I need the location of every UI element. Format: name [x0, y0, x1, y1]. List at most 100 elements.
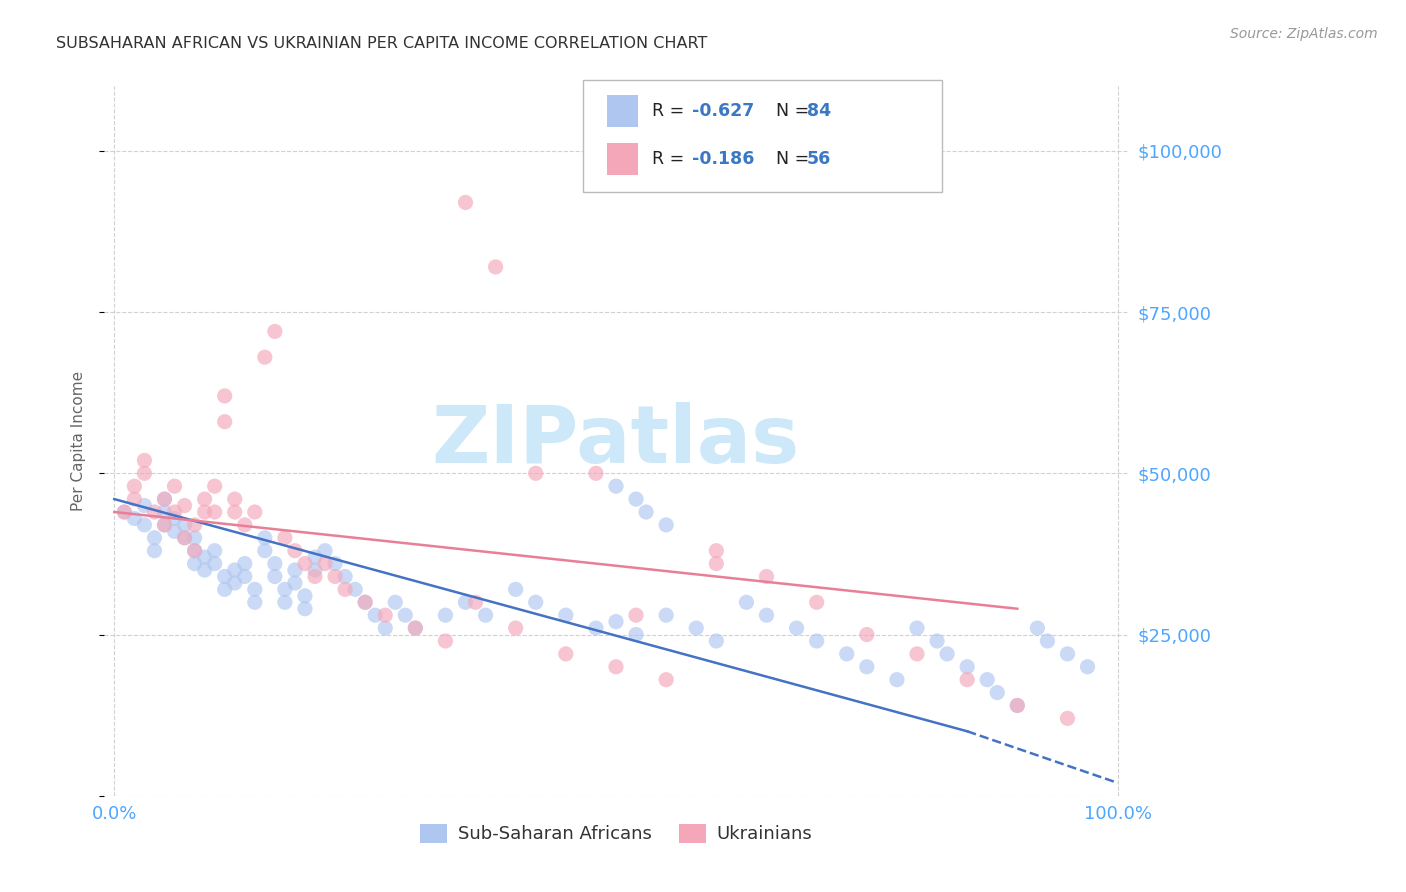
- Point: [224, 563, 246, 577]
- Point: [274, 595, 297, 609]
- Point: [986, 685, 1008, 699]
- Point: [253, 543, 276, 558]
- Legend: Sub-Saharan Africans, Ukrainians: Sub-Saharan Africans, Ukrainians: [412, 817, 820, 851]
- Y-axis label: Per Capita Income: Per Capita Income: [72, 371, 86, 511]
- Point: [253, 350, 276, 364]
- Point: [434, 634, 457, 648]
- Point: [183, 543, 205, 558]
- Point: [263, 325, 285, 339]
- Point: [124, 479, 146, 493]
- Point: [214, 389, 236, 403]
- Point: [886, 673, 908, 687]
- Point: [263, 557, 285, 571]
- Point: [243, 505, 266, 519]
- Point: [284, 563, 307, 577]
- Point: [374, 608, 396, 623]
- Point: [806, 595, 828, 609]
- Point: [1056, 647, 1078, 661]
- Text: 56: 56: [807, 150, 831, 168]
- Point: [153, 492, 176, 507]
- Point: [384, 595, 406, 609]
- Point: [163, 524, 186, 539]
- Point: [394, 608, 416, 623]
- Point: [183, 517, 205, 532]
- Point: [905, 647, 928, 661]
- Point: [314, 543, 336, 558]
- Point: [274, 582, 297, 597]
- Point: [163, 511, 186, 525]
- Point: [294, 589, 316, 603]
- Point: [835, 647, 858, 661]
- Point: [224, 492, 246, 507]
- Point: [153, 505, 176, 519]
- Point: [194, 563, 217, 577]
- Point: [1007, 698, 1029, 713]
- Point: [333, 569, 356, 583]
- Point: [214, 415, 236, 429]
- Point: [704, 634, 727, 648]
- Point: [204, 543, 226, 558]
- Point: [605, 615, 627, 629]
- Point: [183, 543, 205, 558]
- Point: [233, 557, 256, 571]
- Point: [183, 557, 205, 571]
- Point: [173, 531, 195, 545]
- Point: [1056, 711, 1078, 725]
- Point: [112, 505, 135, 519]
- Point: [284, 543, 307, 558]
- Point: [253, 531, 276, 545]
- Point: [173, 499, 195, 513]
- Point: [454, 595, 477, 609]
- Point: [655, 608, 678, 623]
- Point: [124, 492, 146, 507]
- Text: Source: ZipAtlas.com: Source: ZipAtlas.com: [1230, 27, 1378, 41]
- Point: [585, 621, 607, 635]
- Point: [624, 608, 647, 623]
- Text: -0.186: -0.186: [692, 150, 754, 168]
- Point: [214, 582, 236, 597]
- Point: [505, 621, 527, 635]
- Point: [636, 505, 658, 519]
- Point: [554, 647, 576, 661]
- Point: [354, 595, 377, 609]
- Point: [134, 467, 156, 481]
- Text: ZIPatlas: ZIPatlas: [432, 402, 800, 480]
- Text: -0.627: -0.627: [692, 102, 754, 120]
- Point: [624, 627, 647, 641]
- Point: [936, 647, 959, 661]
- Text: 84: 84: [807, 102, 831, 120]
- Point: [1077, 660, 1099, 674]
- Point: [323, 557, 346, 571]
- Point: [806, 634, 828, 648]
- Point: [214, 569, 236, 583]
- Point: [204, 479, 226, 493]
- Point: [134, 453, 156, 467]
- Point: [153, 517, 176, 532]
- Point: [505, 582, 527, 597]
- Point: [655, 517, 678, 532]
- Point: [704, 543, 727, 558]
- Point: [585, 467, 607, 481]
- Point: [755, 569, 778, 583]
- Point: [173, 531, 195, 545]
- Point: [454, 195, 477, 210]
- Point: [1026, 621, 1049, 635]
- Point: [304, 550, 326, 565]
- Point: [294, 557, 316, 571]
- Point: [1036, 634, 1059, 648]
- Point: [143, 505, 166, 519]
- Point: [956, 660, 979, 674]
- Point: [554, 608, 576, 623]
- Point: [224, 505, 246, 519]
- Point: [304, 563, 326, 577]
- Point: [163, 505, 186, 519]
- Point: [704, 557, 727, 571]
- Point: [786, 621, 808, 635]
- Point: [233, 517, 256, 532]
- Point: [1007, 698, 1029, 713]
- Point: [304, 569, 326, 583]
- Point: [484, 260, 506, 274]
- Point: [333, 582, 356, 597]
- Point: [284, 576, 307, 591]
- Point: [233, 569, 256, 583]
